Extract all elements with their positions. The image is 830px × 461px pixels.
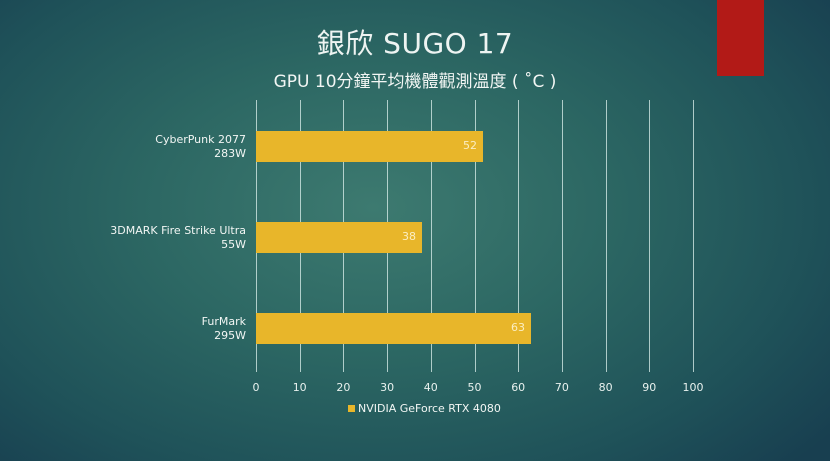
gridline xyxy=(474,100,476,372)
category-label: 3DMARK Fire Strike Ultra 55W xyxy=(110,224,246,252)
bar-value-label: 52 xyxy=(463,139,477,152)
category-name: CyberPunk 2077 xyxy=(155,133,246,146)
category-label: CyberPunk 2077 283W xyxy=(155,133,246,161)
legend-swatch-icon xyxy=(348,405,355,412)
gridline xyxy=(430,100,432,372)
accent-bar xyxy=(717,0,764,76)
bar-value-label: 38 xyxy=(402,230,416,243)
gridline xyxy=(605,100,607,372)
x-tick: 50 xyxy=(467,381,482,394)
x-tick: 30 xyxy=(380,381,395,394)
bar-3dmark: 38 xyxy=(256,222,422,253)
slide-title: 銀欣 SUGO 17 xyxy=(316,27,514,60)
category-power: 55W xyxy=(221,238,246,251)
x-tick: 20 xyxy=(336,381,351,394)
bar-value-label: 63 xyxy=(511,321,525,334)
category-name: 3DMARK Fire Strike Ultra xyxy=(110,224,246,237)
category-label: FurMark 295W xyxy=(202,315,246,343)
plot-area: 52 38 63 xyxy=(256,100,694,372)
category-name: FurMark xyxy=(201,315,246,328)
x-tick: 80 xyxy=(598,381,613,394)
bar-furmark: 63 xyxy=(256,313,531,344)
gridline xyxy=(518,100,520,372)
legend-label: NVIDIA GeForce RTX 4080 xyxy=(358,402,501,415)
x-tick: 40 xyxy=(423,381,438,394)
gridline xyxy=(649,100,651,372)
x-tick: 90 xyxy=(642,381,657,394)
x-tick: 60 xyxy=(511,381,526,394)
category-power: 295W xyxy=(214,329,246,342)
gridline xyxy=(561,100,563,372)
gridline xyxy=(693,100,694,372)
x-tick: 100 xyxy=(682,381,704,394)
x-tick: 10 xyxy=(292,381,307,394)
x-tick: 70 xyxy=(554,381,569,394)
x-tick: 0 xyxy=(252,381,260,394)
legend: NVIDIA GeForce RTX 4080 xyxy=(348,402,501,415)
category-power: 283W xyxy=(214,147,246,160)
bar-cyberpunk: 52 xyxy=(256,131,483,162)
chart-title: GPU 10分鐘平均機體觀測溫度 ( ˚C ) xyxy=(273,72,557,92)
